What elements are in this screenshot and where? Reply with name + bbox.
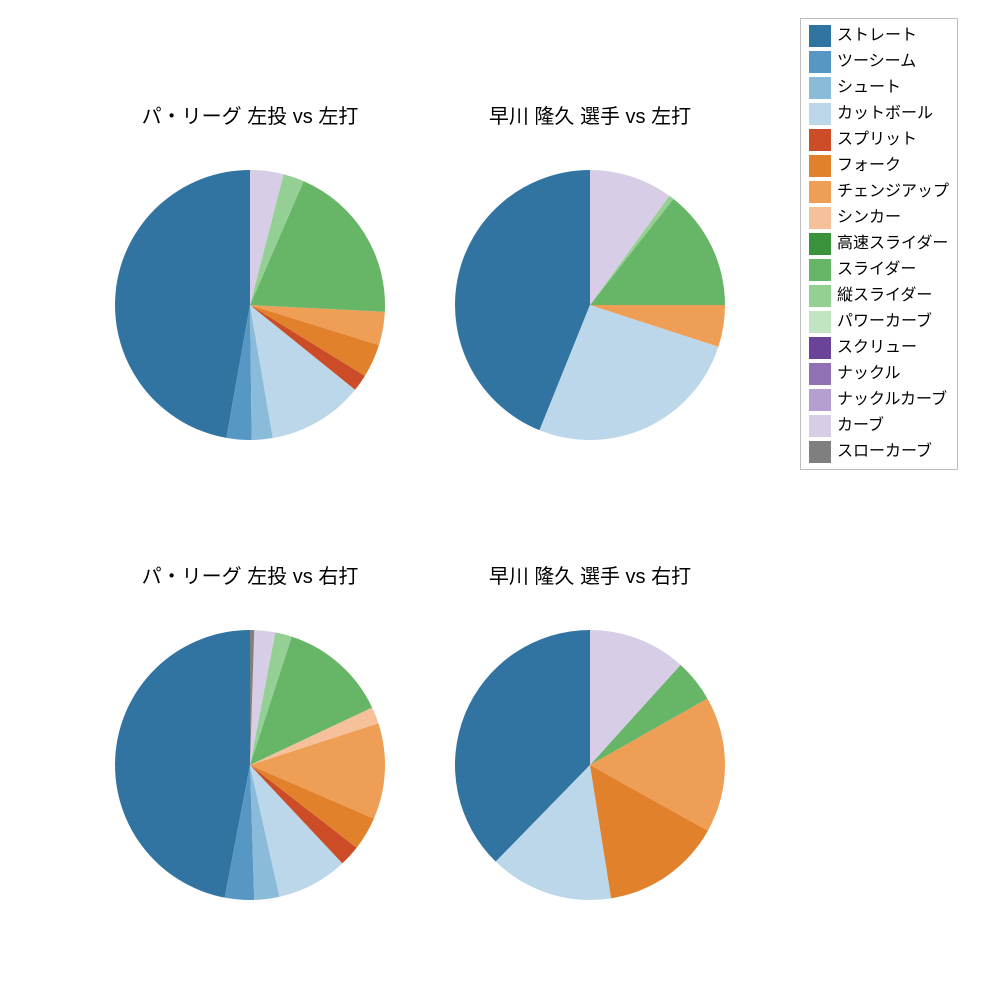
pie-slice bbox=[115, 630, 250, 898]
pie-slice bbox=[115, 170, 250, 438]
legend-item: パワーカーブ bbox=[809, 311, 949, 333]
figure-container: ストレートツーシームシュートカットボールスプリットフォークチェンジアップシンカー… bbox=[0, 0, 1000, 1000]
legend-label: カーブ bbox=[837, 418, 884, 434]
chart-title: 早川 隆久 選手 vs 右打 bbox=[440, 560, 740, 589]
legend-item: ナックルカーブ bbox=[809, 389, 949, 411]
legend-label: スプリット bbox=[837, 132, 917, 148]
legend-item: カットボール bbox=[809, 103, 949, 125]
legend-swatch bbox=[809, 77, 831, 99]
legend-swatch bbox=[809, 155, 831, 177]
chart-title: パ・リーグ 左投 vs 左打 bbox=[110, 100, 390, 129]
legend-item: 高速スライダー bbox=[809, 233, 949, 255]
pie-chart bbox=[453, 168, 727, 442]
legend-label: パワーカーブ bbox=[837, 314, 932, 330]
legend-swatch bbox=[809, 389, 831, 411]
legend-label: 高速スライダー bbox=[837, 236, 948, 252]
legend-item: シンカー bbox=[809, 207, 949, 229]
legend-label: シュート bbox=[837, 80, 901, 96]
legend-label: スクリュー bbox=[837, 340, 917, 356]
legend-swatch bbox=[809, 51, 831, 73]
legend-label: フォーク bbox=[837, 158, 901, 174]
legend-item: チェンジアップ bbox=[809, 181, 949, 203]
pie-chart bbox=[113, 168, 387, 442]
legend-label: スローカーブ bbox=[837, 444, 932, 460]
legend-swatch bbox=[809, 233, 831, 255]
legend-item: ナックル bbox=[809, 363, 949, 385]
legend-swatch bbox=[809, 259, 831, 281]
legend-item: ストレート bbox=[809, 25, 949, 47]
legend-item: シュート bbox=[809, 77, 949, 99]
legend-label: チェンジアップ bbox=[837, 184, 949, 200]
legend-item: スローカーブ bbox=[809, 441, 949, 463]
legend-label: カットボール bbox=[837, 106, 933, 122]
legend-label: シンカー bbox=[837, 210, 901, 226]
legend-item: スプリット bbox=[809, 129, 949, 151]
legend-label: ナックルカーブ bbox=[837, 392, 947, 408]
legend-swatch bbox=[809, 311, 831, 333]
legend-label: ツーシーム bbox=[837, 54, 916, 70]
legend-swatch bbox=[809, 25, 831, 47]
legend-item: カーブ bbox=[809, 415, 949, 437]
legend-label: ナックル bbox=[837, 366, 901, 382]
legend-label: 縦スライダー bbox=[837, 288, 932, 304]
legend-swatch bbox=[809, 181, 831, 203]
legend-item: フォーク bbox=[809, 155, 949, 177]
legend-swatch bbox=[809, 129, 831, 151]
legend-swatch bbox=[809, 363, 831, 385]
legend-item: ツーシーム bbox=[809, 51, 949, 73]
legend-swatch bbox=[809, 207, 831, 229]
chart-title: 早川 隆久 選手 vs 左打 bbox=[440, 100, 740, 129]
legend-item: スクリュー bbox=[809, 337, 949, 359]
pie-chart bbox=[113, 628, 387, 902]
legend-label: スライダー bbox=[837, 262, 916, 278]
legend-item: 縦スライダー bbox=[809, 285, 949, 307]
legend-swatch bbox=[809, 285, 831, 307]
legend-swatch bbox=[809, 103, 831, 125]
legend-swatch bbox=[809, 441, 831, 463]
chart-title: パ・リーグ 左投 vs 右打 bbox=[110, 560, 390, 589]
legend-swatch bbox=[809, 337, 831, 359]
legend-label: ストレート bbox=[837, 28, 917, 44]
legend-swatch bbox=[809, 415, 831, 437]
legend: ストレートツーシームシュートカットボールスプリットフォークチェンジアップシンカー… bbox=[800, 18, 958, 470]
pie-chart bbox=[453, 628, 727, 902]
legend-item: スライダー bbox=[809, 259, 949, 281]
